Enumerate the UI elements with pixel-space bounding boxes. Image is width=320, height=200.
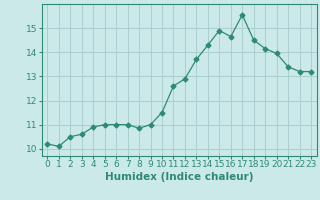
X-axis label: Humidex (Indice chaleur): Humidex (Indice chaleur) xyxy=(105,172,253,182)
